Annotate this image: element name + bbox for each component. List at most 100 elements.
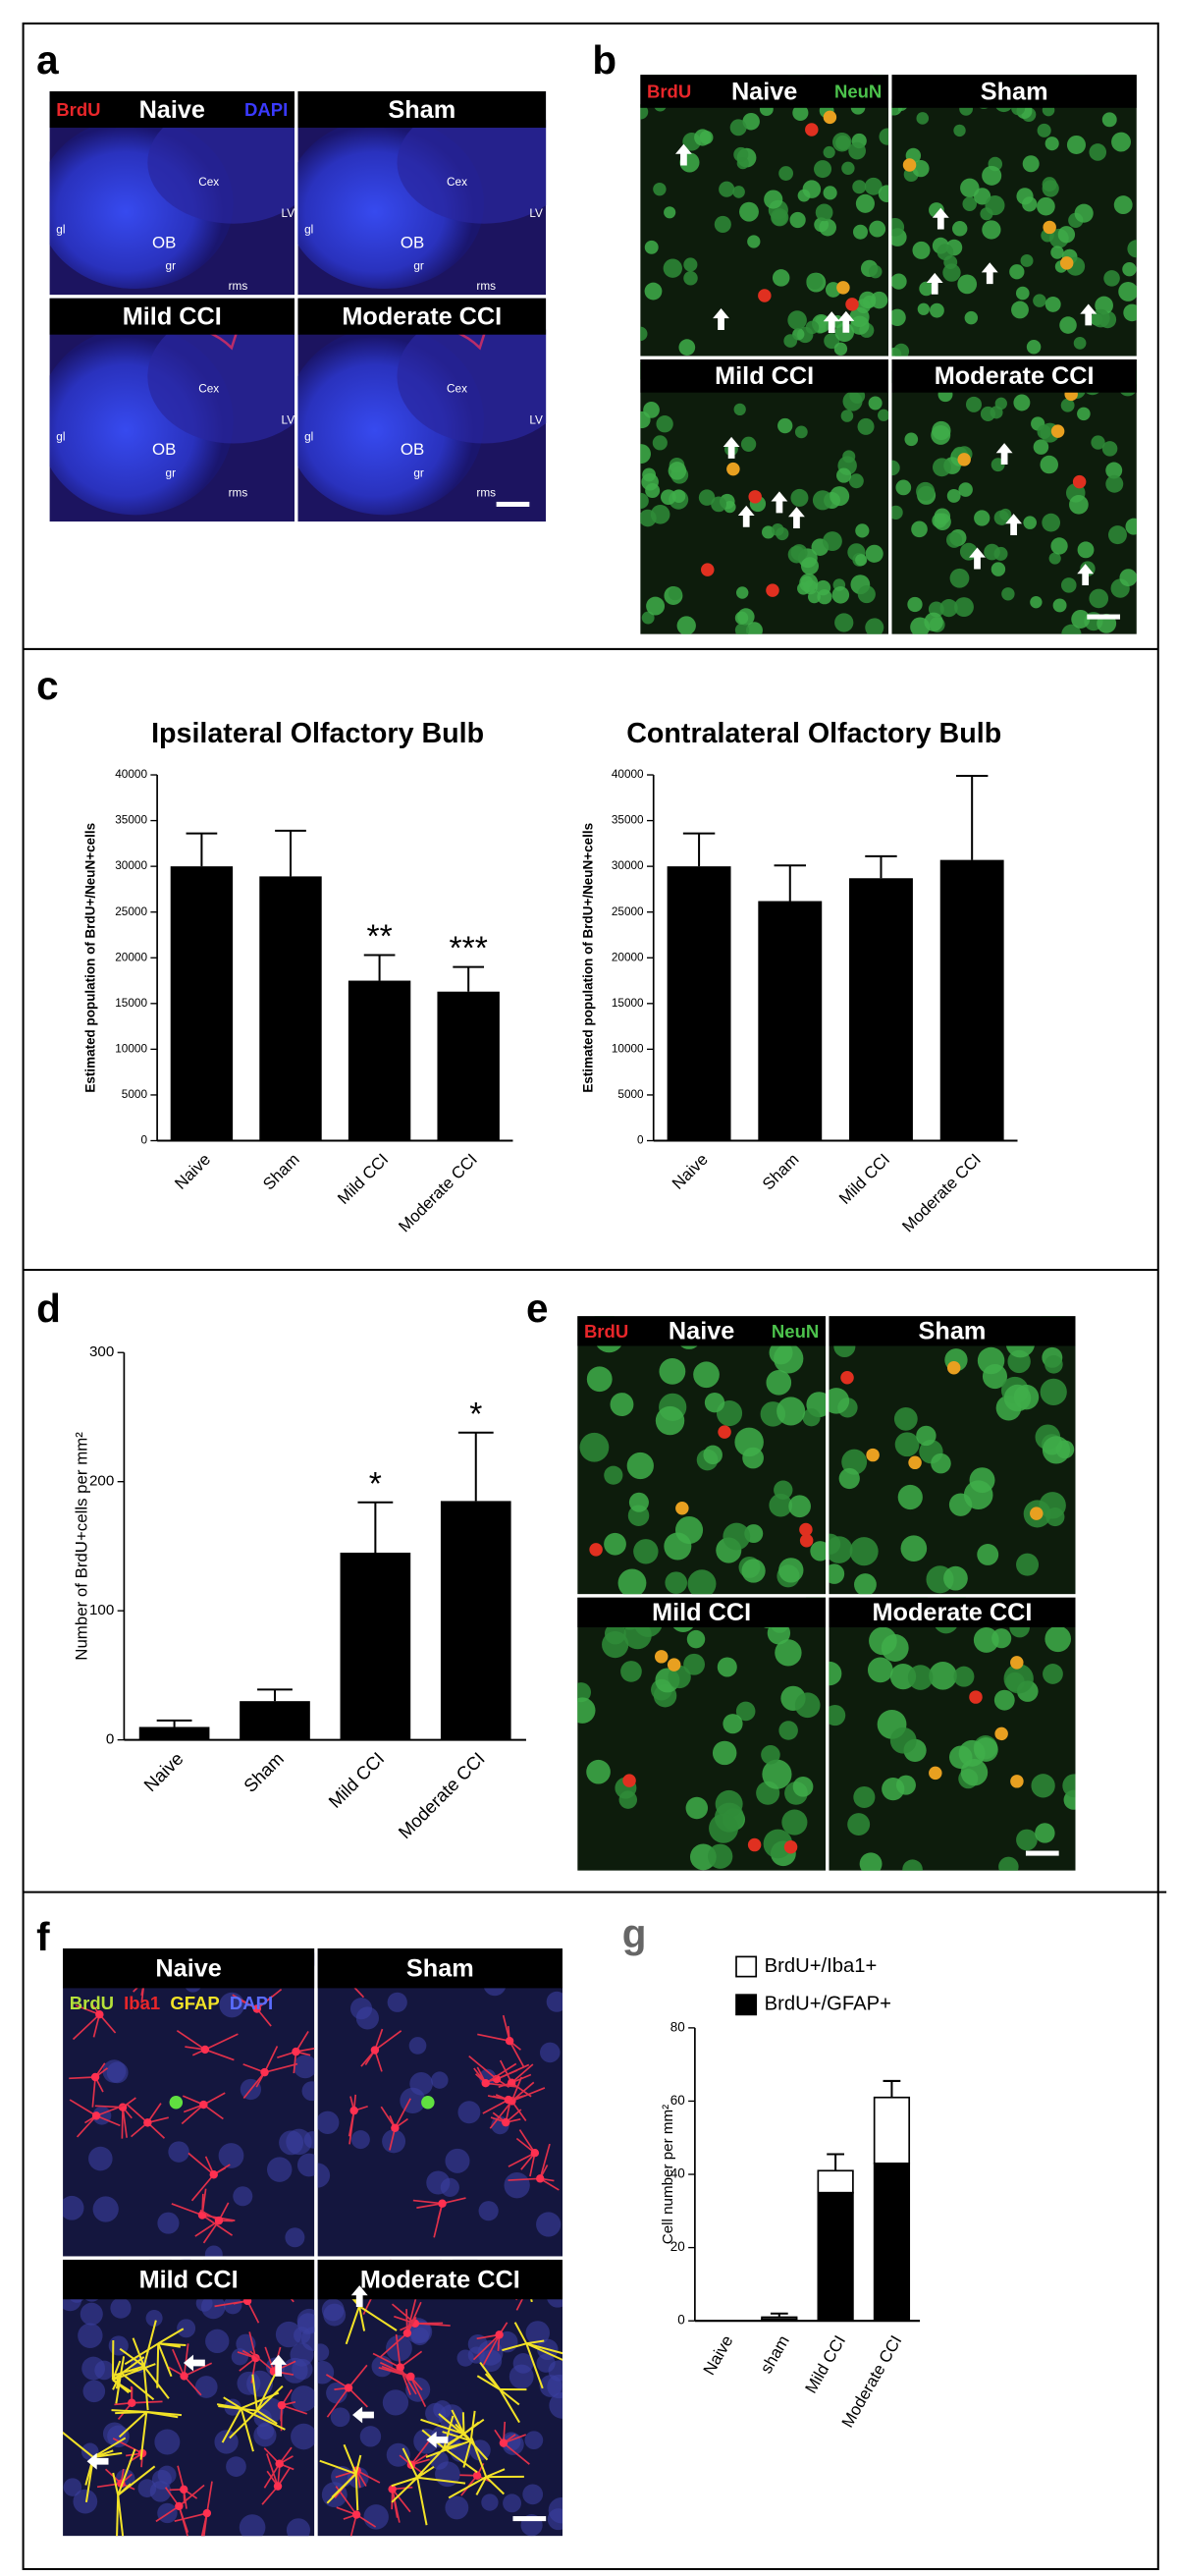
astrocyte-process: [462, 2440, 472, 2468]
y-tick-label: 80: [670, 2019, 685, 2034]
legend-label: BrdU+/Iba1+: [765, 1955, 878, 1977]
significance-label: *: [469, 1396, 482, 1433]
cell: [929, 1662, 957, 1690]
x-tick-label: Naive: [700, 2332, 737, 2379]
cell: [1059, 316, 1077, 334]
cell: [852, 224, 868, 240]
panel-letter: b: [592, 37, 616, 82]
microglia-process: [202, 2220, 220, 2244]
x-tick-label: Sham: [240, 1748, 288, 1796]
bar: [849, 878, 913, 1141]
cell: [953, 1666, 975, 1687]
cell: [732, 186, 745, 198]
microglia: [180, 2485, 188, 2494]
microglia: [402, 2329, 412, 2337]
figure-border: [22, 22, 1159, 2571]
microglia-process: [416, 2202, 443, 2209]
cell: [644, 240, 659, 254]
y-tick-label: 10000: [612, 1042, 644, 1055]
stain-label: BrdU: [70, 1993, 114, 2013]
cell: [1044, 1625, 1072, 1653]
cell: [842, 450, 856, 464]
cell: [847, 1813, 871, 1836]
astrocyte-process: [139, 2411, 148, 2460]
microglia: [273, 2482, 283, 2491]
cell: [916, 1425, 937, 1447]
cell: [897, 1484, 923, 1510]
microglia-process: [379, 2361, 411, 2378]
cell: [1033, 294, 1046, 307]
astrocyte-process: [92, 2437, 127, 2458]
brdu-cell: [799, 1522, 813, 1537]
astrocyte-process: [120, 2372, 155, 2401]
astrocyte-process: [354, 2454, 362, 2475]
cell-header: [297, 90, 547, 129]
astrocyte-process: [124, 2342, 159, 2366]
cell: [794, 425, 808, 439]
astrocyte-process: [116, 2494, 120, 2537]
nucleus: [524, 2431, 544, 2450]
stain-label: Iba1: [124, 1993, 160, 2013]
cell: [1003, 1384, 1032, 1412]
stain-label: DAPI: [230, 1993, 273, 2013]
cell: [857, 417, 875, 435]
cell: [787, 310, 807, 330]
microglia-process: [391, 2303, 416, 2325]
cell-label: Moderate CCI: [360, 2266, 520, 2293]
nucleus: [92, 2196, 119, 2222]
nucleus: [256, 2422, 275, 2440]
anatomy-label: gr: [166, 260, 177, 273]
y-axis-label: Estimated population of BrdU+/NeuN+cells: [82, 823, 97, 1093]
microglia: [275, 2459, 284, 2468]
image-cell: [63, 1947, 315, 2257]
brdu-cell: [718, 1425, 731, 1439]
microglia-process: [171, 2203, 203, 2217]
cell: [840, 410, 854, 422]
image-cell: [577, 1597, 827, 1871]
cell: [739, 201, 759, 222]
microglia-process: [112, 2438, 143, 2454]
nucleus: [110, 2297, 132, 2319]
brdu-cell: [654, 1650, 669, 1664]
cell: [1020, 253, 1034, 267]
cell: [865, 544, 884, 563]
cell: [1105, 474, 1124, 493]
brdu-cell: [421, 2095, 435, 2110]
cell-header: [49, 90, 294, 129]
cell: [982, 165, 1002, 186]
cell-label: Naive: [139, 96, 205, 124]
panel-letter: d: [36, 1286, 61, 1331]
astrocyte-process: [470, 2438, 488, 2478]
cell: [867, 1657, 893, 1683]
cell: [965, 396, 982, 412]
cell: [1037, 196, 1055, 216]
image-cell: [829, 1316, 1076, 1595]
anatomy-label: Cex: [198, 382, 219, 395]
cell-header: [577, 1597, 827, 1628]
cell: [916, 112, 930, 125]
y-tick-label: 0: [106, 1731, 114, 1748]
nucleus: [205, 2329, 230, 2354]
microglia-process: [409, 2376, 427, 2407]
microglia-process: [263, 2463, 281, 2489]
microglia-process: [248, 2331, 257, 2359]
cell-header: [63, 2259, 315, 2300]
cell: [618, 1790, 638, 1809]
microglia-process: [178, 2484, 205, 2507]
microglia: [344, 2384, 353, 2392]
cell: [693, 1361, 720, 1389]
astrocyte-process: [513, 2322, 528, 2344]
brdu-cell: [957, 453, 971, 466]
cell: [919, 281, 934, 297]
cell: [1023, 516, 1037, 529]
stain-label: BrdU: [584, 1321, 628, 1342]
astrocyte-process: [420, 2418, 464, 2436]
cell: [1119, 569, 1137, 587]
cell: [900, 1535, 928, 1562]
tissue: [397, 101, 547, 224]
cell: [1042, 1436, 1071, 1464]
cell: [842, 391, 863, 411]
nucleus: [317, 2163, 331, 2188]
cell: [792, 104, 809, 121]
arrow: [352, 2406, 374, 2424]
